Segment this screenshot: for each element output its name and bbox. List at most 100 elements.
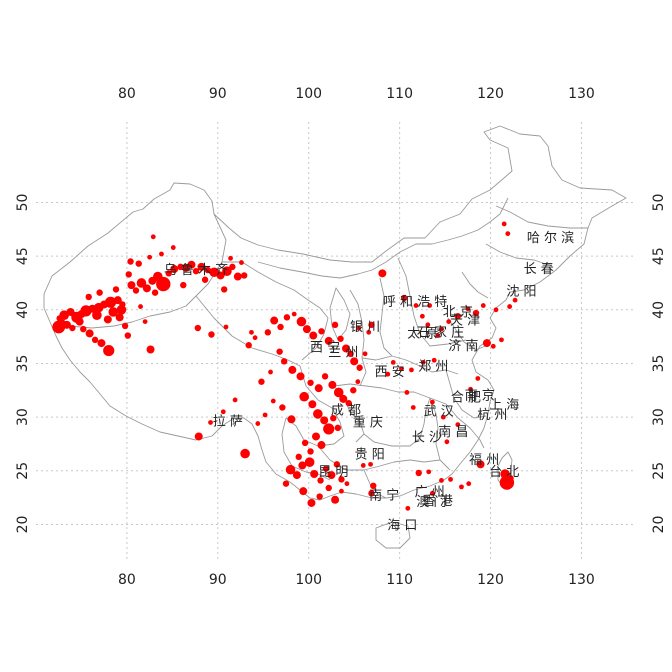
x-tick-label: 120	[477, 572, 504, 588]
earthquake-point	[356, 364, 363, 371]
province-boundaries	[43, 125, 627, 549]
shanxi-border	[379, 277, 393, 357]
earthquake-point	[331, 321, 339, 329]
city-label: 长 春	[524, 262, 554, 277]
city-label: 哈 尔 滨	[527, 230, 574, 246]
inner-mongolia-border	[257, 197, 509, 279]
earthquake-point	[197, 262, 206, 271]
earthquake-point	[325, 484, 332, 492]
city-label: 西 安	[375, 365, 405, 380]
earthquake-point	[85, 293, 92, 301]
earthquake-point	[322, 465, 330, 472]
earthquake-point	[121, 322, 129, 330]
earthquake-point	[448, 476, 453, 482]
earthquake-point	[270, 398, 276, 404]
earthquake-point	[71, 311, 83, 323]
earthquake-point	[415, 469, 422, 477]
earthquake-point	[507, 304, 513, 309]
earthquake-point	[444, 439, 450, 445]
earthquake-point	[307, 379, 314, 386]
earthquake-point	[103, 344, 115, 357]
earthquake-point	[339, 394, 348, 403]
x-tick-label: 130	[568, 572, 595, 588]
city-label: 合 肥	[451, 391, 481, 406]
earthquake-point	[194, 432, 203, 441]
earthquake-point	[378, 269, 387, 278]
earthquake-point	[339, 488, 344, 494]
earthquake-point	[328, 380, 337, 389]
y-tick-label: 25	[651, 462, 667, 480]
earthquake-point	[413, 303, 419, 308]
y-tick-label: 50	[651, 194, 667, 212]
earthquake-point	[262, 412, 268, 418]
y-tick-label: 45	[15, 247, 31, 265]
earthquake-point	[310, 470, 319, 478]
x-tick-label: 100	[295, 86, 322, 102]
earthquake-point	[292, 471, 301, 480]
city-label: 南 昌	[438, 424, 468, 440]
earthquake-point	[104, 296, 117, 308]
city-label: 石 家 庄	[417, 324, 464, 340]
earthquake-point	[209, 267, 219, 278]
y-tick-label: 45	[651, 247, 667, 265]
earthquake-point	[208, 331, 215, 338]
earthquake-point	[370, 482, 377, 490]
earthquake-point	[135, 260, 142, 267]
earthquake-point	[92, 310, 102, 320]
earthquake-point	[170, 245, 176, 250]
city-label: 天 津	[450, 313, 480, 328]
earthquake-point	[285, 464, 296, 475]
x-tick-label: 100	[295, 572, 322, 588]
earthquake-point	[476, 460, 485, 469]
earthquake-point	[228, 255, 233, 261]
city-label: 重 庆	[353, 414, 383, 430]
earthquake-point	[327, 471, 336, 480]
earthquake-point	[97, 339, 106, 348]
earthquake-point	[309, 331, 318, 340]
earthquake-point	[342, 344, 350, 353]
hebei-border	[397, 257, 467, 347]
earthquake-point	[439, 326, 444, 332]
earthquake-point	[295, 453, 302, 461]
earthquake-point	[165, 270, 172, 277]
y-tick-label: 30	[15, 408, 31, 426]
earthquake-point	[249, 329, 254, 335]
earthquake-point	[245, 342, 252, 349]
earthquake-point	[85, 329, 94, 338]
earthquake-point	[223, 324, 229, 330]
earthquake-point	[291, 311, 297, 317]
liaoning-hebei-border	[461, 271, 489, 299]
earthquake-point	[429, 490, 435, 496]
guangxi-guangdong-border	[363, 469, 387, 499]
earthquake-point	[115, 313, 124, 322]
earthquake-point	[255, 421, 261, 426]
qinghai-tibet-border	[195, 295, 301, 367]
earthquake-point	[287, 415, 296, 424]
earthquake-point	[505, 231, 511, 237]
earthquake-point	[362, 351, 368, 357]
city-label: 上 海	[489, 398, 519, 413]
earthquake-point	[314, 384, 323, 393]
earthquake-point	[493, 307, 499, 313]
earthquake-point	[233, 272, 242, 281]
earthquake-point	[507, 475, 514, 482]
shaanxi-border	[349, 289, 367, 387]
earthquake-point	[320, 416, 329, 425]
hainan-outline	[375, 521, 411, 549]
earthquake-point	[324, 336, 333, 345]
y-tick-label: 40	[651, 301, 667, 319]
earthquake-point	[466, 481, 472, 487]
city-label: 广 州	[415, 485, 445, 500]
earthquake-point	[192, 267, 200, 275]
earthquake-point	[400, 294, 408, 302]
earthquake-point	[159, 251, 164, 257]
y-tick-label: 40	[15, 301, 31, 319]
y-tick-label: 30	[651, 408, 667, 426]
gansu-qinghai-border	[222, 261, 329, 361]
earthquake-point	[240, 272, 248, 279]
x-tick-label: 110	[386, 572, 413, 588]
earthquake-point	[146, 345, 155, 354]
earthquake-point	[439, 478, 444, 483]
earthquake-point	[308, 400, 317, 409]
earthquake-point	[80, 325, 87, 333]
